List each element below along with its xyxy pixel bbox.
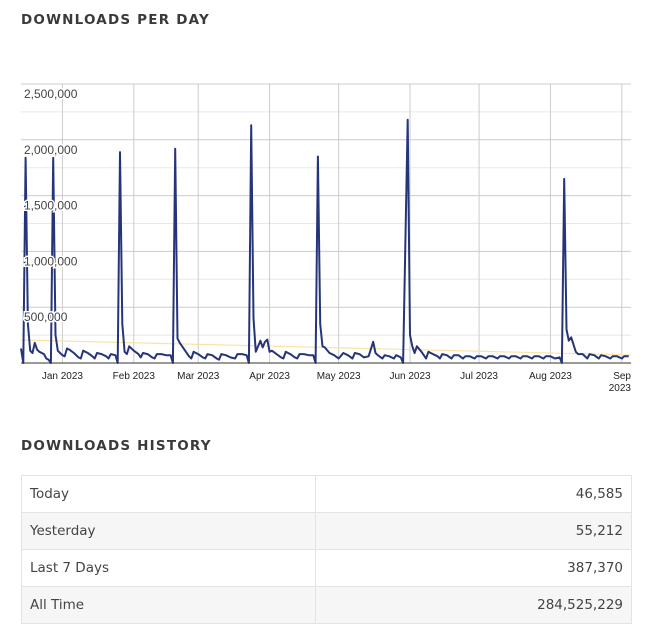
downloads-per-day-heading: DOWNLOADS PER DAY bbox=[21, 12, 210, 28]
row-value: 46,585 bbox=[315, 475, 632, 513]
y-tick-label: 2,000,000 bbox=[24, 143, 78, 157]
table-row-today: Today 46,585 bbox=[20, 475, 632, 513]
x-tick-label: Apr 2023 bbox=[249, 371, 290, 382]
row-label: Yesterday bbox=[20, 512, 317, 550]
table-row-all-time: All Time 284,525,229 bbox=[20, 586, 632, 624]
row-value: 284,525,229 bbox=[315, 586, 632, 624]
y-tick-label: 1,000,000 bbox=[24, 254, 78, 268]
downloads-line-chart: 500,000 1,000,000 1,500,000 2,000,000 2,500,… bbox=[20, 83, 632, 394]
x-tick-label: Jul 2023 bbox=[460, 371, 498, 382]
y-tick-label: 500,000 bbox=[24, 310, 68, 324]
row-value: 387,370 bbox=[315, 549, 632, 587]
x-tick-label: Aug 2023 bbox=[529, 371, 572, 382]
downloads-history-table: Today 46,585 Yesterday 55,212 Last 7 Day… bbox=[20, 475, 632, 624]
downloads-history-heading: DOWNLOADS HISTORY bbox=[21, 438, 212, 454]
y-tick-label: 2,500,000 bbox=[24, 87, 78, 101]
y-tick-label: 1,500,000 bbox=[24, 199, 78, 213]
table-row-last-7-days: Last 7 Days 387,370 bbox=[20, 549, 632, 587]
row-label: Last 7 Days bbox=[20, 549, 317, 587]
row-label: Today bbox=[20, 475, 317, 513]
x-tick-label-line: 2023 bbox=[609, 383, 632, 394]
x-tick-label: May 2023 bbox=[317, 371, 361, 382]
x-tick-label-line: Sep bbox=[613, 371, 631, 382]
row-value: 55,212 bbox=[315, 512, 632, 550]
table-row-yesterday: Yesterday 55,212 bbox=[20, 512, 632, 550]
row-label: All Time bbox=[20, 586, 317, 624]
x-tick-label: Sep 2023 bbox=[609, 371, 632, 394]
x-tick-label: Feb 2023 bbox=[113, 371, 156, 382]
x-tick-label: Jan 2023 bbox=[42, 371, 84, 382]
x-tick-label: Jun 2023 bbox=[389, 371, 431, 382]
downloads-series-line bbox=[20, 118, 629, 364]
x-tick-label: Mar 2023 bbox=[177, 371, 220, 382]
